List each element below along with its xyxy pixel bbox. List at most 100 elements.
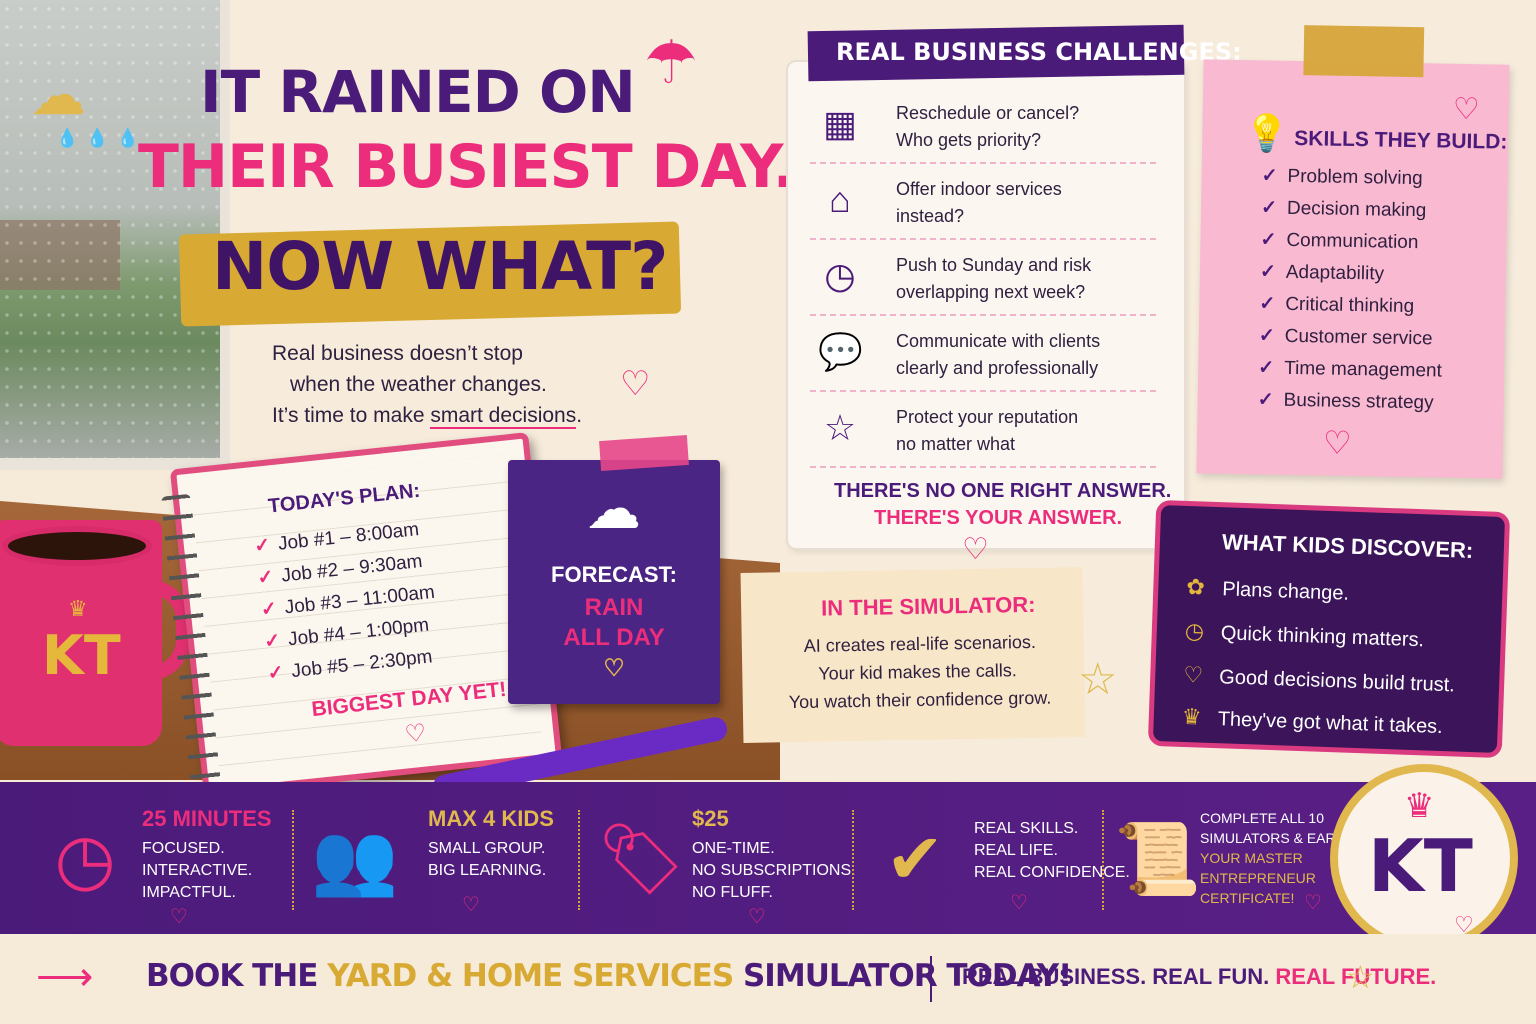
list-item: ◷ Quick thinking matters.: [1184, 618, 1424, 652]
challenge-line-2: Who gets priority?: [896, 130, 1042, 150]
challenge-line-1: Offer indoor services: [896, 179, 1062, 199]
discover-card: WHAT KIDS DISCOVER: ✿ Plans change. ◷ Quic…: [1147, 499, 1511, 759]
discover-text: They've got what it takes.: [1217, 708, 1444, 739]
skill-label: Time management: [1283, 357, 1443, 382]
clock-icon: ◷: [1184, 617, 1205, 644]
list-item: ♛ They've got what it takes.: [1181, 704, 1443, 739]
arrow-right-icon: ⟶: [36, 955, 94, 999]
price-tag-icon: 🏷: [596, 820, 686, 898]
challenge-text: Push to Sunday and risk overlapping next …: [896, 252, 1091, 306]
checkmark-icon: ✓: [1259, 293, 1276, 315]
lightbulb-icon: 💡: [1244, 112, 1290, 154]
challenge-line-1: Reschedule or cancel?: [896, 103, 1080, 123]
cta-part-2: YARD & HOME SERVICES: [327, 958, 734, 994]
answer-line-2: THERE'S YOUR ANSWER.: [874, 507, 1123, 529]
star-icon: ☆: [1346, 959, 1375, 995]
subtext-line-3: It’s time to make smart decisions.: [272, 400, 632, 431]
feature-line: NO SUBSCRIPTIONS.: [692, 862, 856, 879]
challenge-line-2: overlapping next week?: [896, 282, 1086, 302]
todays-plan-notebook: TODAY'S PLAN: ✓ Job #1 – 8:00am ✓ Job #2 –…: [160, 432, 563, 796]
feature-line-gold: YOUR MASTER: [1200, 850, 1303, 866]
house-icon: ⌂: [829, 179, 851, 220]
challenge-row: ⌂ Offer indoor services instead?: [810, 164, 1156, 240]
feature-real-skills: ✔ REAL SKILLS. REAL LIFE. REAL CONFIDENC…: [870, 800, 1130, 920]
checkmark-icon: ✓: [1257, 389, 1274, 411]
headline-line-2: THEIR BUSIEST DAY.: [138, 132, 795, 202]
cloud-icon: ☁: [30, 63, 86, 126]
challenge-line-1: Push to Sunday and risk: [896, 255, 1092, 275]
heart-icon: ♡: [170, 906, 188, 928]
challenge-row: 💬 Communicate with clients clearly and pr…: [810, 316, 1156, 392]
simulator-note: IN THE SIMULATOR: AI creates real-life s…: [740, 567, 1086, 743]
feature-line-gold: ENTREPRENEUR: [1200, 870, 1316, 886]
list-item: ✿ Plans change.: [1186, 574, 1350, 606]
divider: [292, 810, 294, 910]
forecast-card: ☁ FORECAST: RAIN ALL DAY ♡: [508, 434, 720, 704]
challenge-line-2: no matter what: [896, 434, 1016, 454]
mug-logo-text: KT: [42, 624, 121, 687]
headline-line-1: IT RAINED ON: [200, 58, 636, 126]
tagline-part-2: REAL FUTURE.: [1275, 964, 1437, 989]
rain-cloud-icon: ☁: [588, 481, 640, 539]
list-item: ✓ Problem solving: [1261, 164, 1422, 190]
checkmark-icon: ✓: [1261, 165, 1278, 187]
heart-icon: ♡: [1322, 424, 1352, 462]
headline-line-3: NOW WHAT?: [212, 228, 668, 305]
heart-icon: ♡: [620, 365, 651, 403]
divider: [852, 810, 854, 910]
crown-icon: ♛: [1404, 787, 1435, 825]
answer-line-1: THERE'S NO ONE RIGHT ANSWER.: [834, 480, 1172, 502]
feature-line: FOCUSED.: [142, 840, 225, 857]
feature-price: 🏷 $25 ONE-TIME. NO SUBSCRIPTIONS. NO FLU…: [596, 800, 856, 928]
skill-label: Decision making: [1286, 197, 1427, 222]
people-icon: 👥: [311, 820, 399, 898]
checkmark-icon: ✔: [885, 820, 945, 898]
challenge-text: Protect your reputation no matter what: [896, 404, 1078, 458]
checkmark-icon: ✓: [1258, 325, 1275, 347]
star-icon: ☆: [1078, 655, 1118, 704]
cta-part-3: SIMULATOR TODAY!: [733, 958, 1072, 994]
feature-line: BIG LEARNING.: [428, 862, 547, 879]
features-band: [0, 782, 1536, 934]
feature-head: MAX 4 KIDS: [428, 806, 554, 831]
gold-tape: [1303, 25, 1425, 78]
challenge-text: Communicate with clients clearly and prof…: [896, 328, 1100, 382]
feature-head: 25 MINUTES: [142, 806, 272, 831]
feature-line: REAL LIFE.: [974, 842, 1058, 859]
kt-logo-badge: ♛ KT ♡: [1330, 764, 1518, 952]
checkmark-icon: ✓: [256, 566, 275, 590]
feature-line: ONE-TIME.: [692, 840, 775, 857]
challenge-line-2: instead?: [896, 206, 965, 226]
forecast-line-1: RAIN: [584, 594, 644, 621]
checkmark-icon: ✓: [1260, 197, 1278, 219]
flower-icon: ✿: [1185, 574, 1206, 600]
challenge-line-1: Communicate with clients: [896, 331, 1101, 351]
list-item: ✓ Communication: [1260, 228, 1418, 254]
skills-sticky-note: 💡 ♡ SKILLS THEY BUILD: ✓ Problem solving …: [1196, 25, 1510, 479]
challenge-row: ☆ Protect your reputation no matter what: [810, 392, 1156, 468]
smart-decisions-emphasis: smart decisions: [430, 404, 577, 429]
list-item: ✓ Decision making: [1261, 196, 1427, 222]
challenge-line-1: Protect your reputation: [896, 407, 1079, 427]
crown-icon: ♛: [1181, 703, 1203, 730]
subtext-line-3-post: .: [576, 404, 583, 427]
simulator-line: AI creates real-life scenarios.: [803, 631, 1037, 656]
heart-icon: ♡: [1454, 912, 1474, 937]
chat-icon: 💬: [818, 331, 863, 372]
discover-text: Quick thinking matters.: [1220, 622, 1425, 652]
skill-label: Problem solving: [1287, 165, 1423, 190]
feature-line: SIMULATORS & EARN: [1200, 830, 1346, 846]
heart-icon: ♡: [462, 894, 480, 916]
subtext-line-2: when the weather changes.: [290, 373, 547, 396]
checkmark-icon: ✓: [1258, 357, 1275, 379]
house-silhouette: [0, 220, 120, 290]
forecast-line-2: ALL DAY: [563, 624, 665, 651]
list-item: ✓ Critical thinking: [1259, 292, 1414, 318]
challenge-row: ◷ Push to Sunday and risk overlapping nex…: [810, 240, 1156, 316]
feature-line-gold: CERTIFICATE!: [1200, 890, 1295, 906]
heart-icon: ♡: [1304, 892, 1322, 914]
book-cta[interactable]: BOOK THE YARD & HOME SERVICES SIMULATOR …: [146, 958, 1072, 994]
checkmark-icon: ✓: [266, 661, 285, 685]
list-item: ♡ Good decisions build trust.: [1183, 662, 1455, 697]
checkmark-icon: ✓: [1260, 229, 1277, 251]
